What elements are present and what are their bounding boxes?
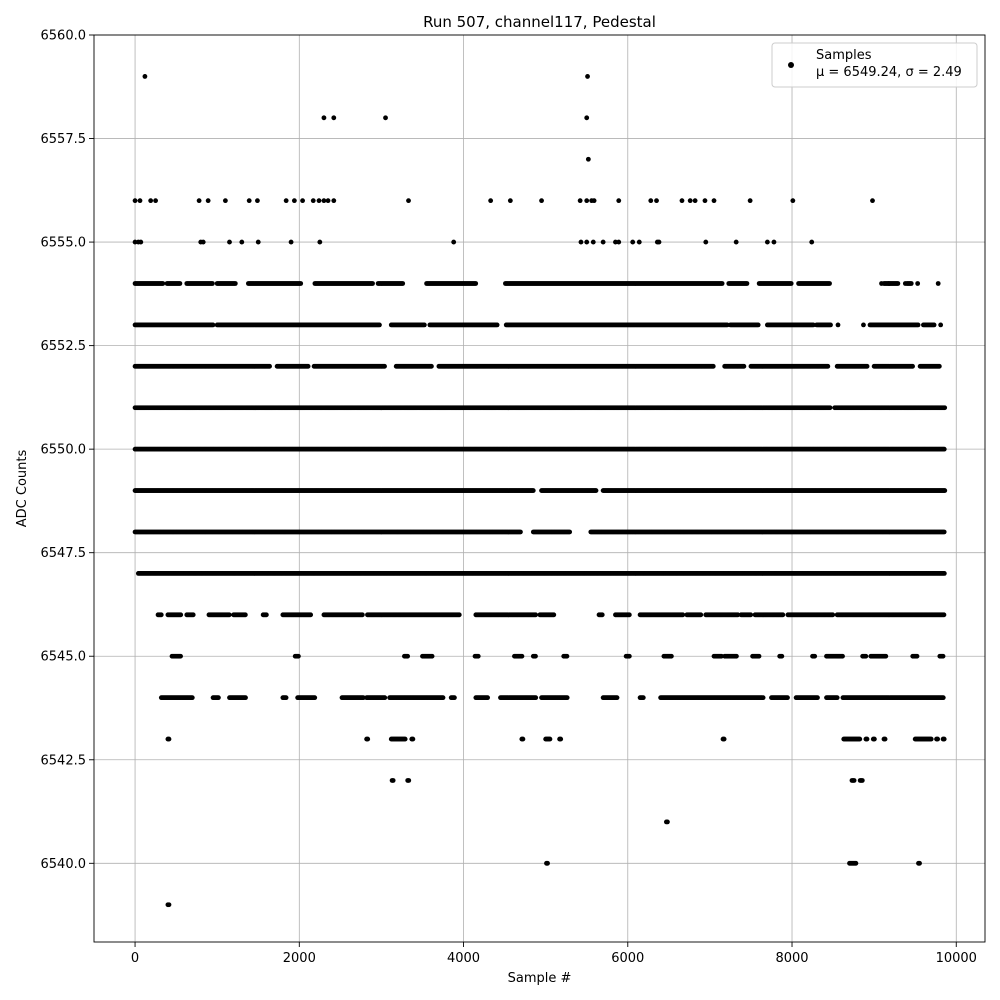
data-point — [400, 281, 406, 286]
data-point — [810, 322, 816, 328]
data-point — [908, 281, 914, 286]
data-point — [719, 281, 725, 286]
data-point — [941, 446, 947, 452]
data-point — [382, 363, 387, 369]
data-point — [232, 281, 238, 286]
data-point — [305, 363, 311, 369]
data-point — [910, 363, 915, 369]
data-points — [132, 74, 948, 908]
data-point — [895, 281, 901, 286]
data-point — [942, 488, 948, 493]
data-point — [744, 281, 750, 286]
data-point — [210, 322, 216, 328]
data-point — [755, 322, 761, 328]
data-point — [421, 322, 427, 328]
data-point — [377, 322, 382, 328]
data-point — [941, 529, 947, 535]
data-point — [942, 405, 948, 411]
data-point — [429, 363, 434, 369]
data-point — [210, 281, 215, 286]
data-point — [915, 322, 921, 328]
data-point — [936, 363, 942, 369]
data-point — [473, 281, 479, 286]
data-point — [827, 405, 833, 411]
data-point — [177, 281, 183, 286]
data-point — [741, 363, 747, 369]
data-point — [518, 529, 523, 535]
data-point — [370, 281, 375, 286]
data-point — [593, 488, 599, 493]
data-point — [931, 322, 937, 328]
data-point — [160, 281, 166, 286]
data-point — [530, 488, 536, 493]
data-point — [828, 322, 833, 328]
data-point — [494, 322, 500, 328]
data-point — [267, 363, 272, 369]
data-point — [567, 529, 573, 535]
data-point — [825, 363, 831, 369]
data-point — [827, 281, 832, 286]
data-point — [298, 281, 304, 286]
data-point — [864, 363, 870, 369]
data-point — [710, 363, 716, 369]
data-point — [788, 281, 794, 286]
